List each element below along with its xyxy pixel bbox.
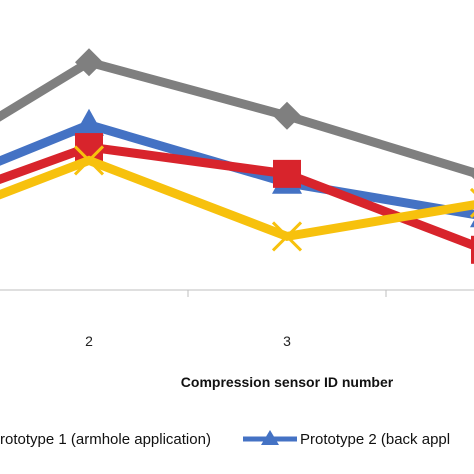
x-axis-title: Compression sensor ID number <box>181 374 394 390</box>
series-1-point <box>273 101 301 130</box>
series-2-point <box>74 108 104 136</box>
legend: rototype 1 (armhole application) Prototy… <box>0 430 450 448</box>
legend-label-prototype-2: Prototype 2 (back appl <box>300 431 450 448</box>
plot-area <box>0 48 474 297</box>
series-line-1 <box>0 57 474 178</box>
series-1-point <box>75 48 103 77</box>
series-1-point <box>471 173 474 180</box>
series-line-4 <box>0 155 474 242</box>
series-3-point <box>273 159 301 188</box>
legend-label-prototype-1: rototype 1 (armhole application) <box>0 431 211 448</box>
series-2-point <box>470 220 474 228</box>
series-line-2 <box>0 119 474 220</box>
series-4-point <box>73 145 105 176</box>
series-line-3 <box>0 142 474 251</box>
series-layer <box>0 48 474 264</box>
series-4-point <box>271 221 303 252</box>
x-axis-tick-labels: 2 3 <box>85 333 291 349</box>
legend-marker-triangle-icon <box>261 430 279 445</box>
x-tick-label: 2 <box>85 333 93 349</box>
series-3-point <box>471 235 474 264</box>
x-tick-label: 3 <box>283 333 291 349</box>
